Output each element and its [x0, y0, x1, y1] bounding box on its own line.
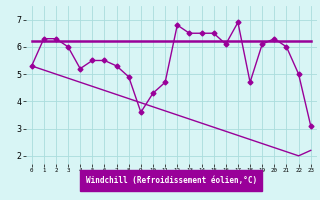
- X-axis label: Windchill (Refroidissement éolien,°C): Windchill (Refroidissement éolien,°C): [86, 176, 257, 185]
